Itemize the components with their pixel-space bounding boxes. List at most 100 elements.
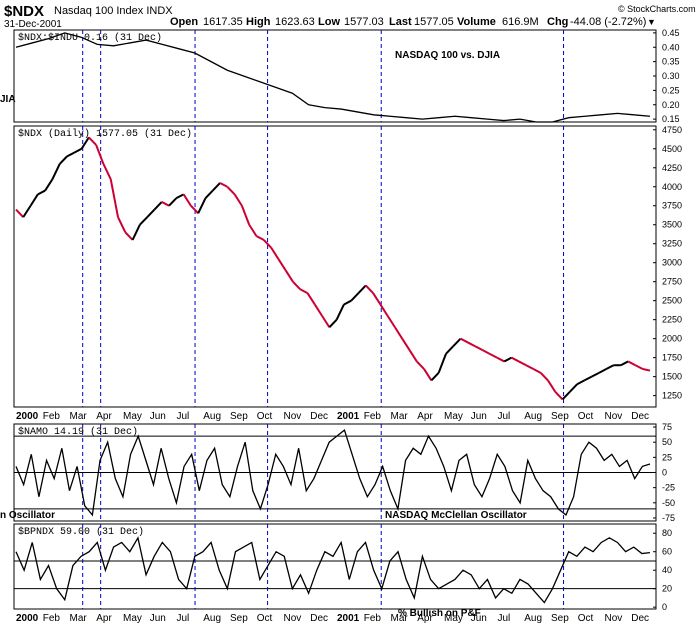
ratio-ytick-label: 0.15 [662, 114, 680, 124]
price-segment [583, 375, 593, 382]
bpndx-xtick-label: Aug [203, 613, 221, 624]
price-segment [29, 193, 39, 207]
price-ytick-label: 3500 [662, 220, 682, 230]
price-segment [634, 364, 644, 370]
price-segment [248, 224, 258, 237]
price-ytick-label: 2250 [662, 315, 682, 325]
price-segment [554, 391, 564, 401]
price-segment [51, 163, 61, 180]
price-segment [284, 269, 294, 283]
price-segment [44, 178, 54, 192]
price-segment [591, 371, 600, 378]
price-panel: 4750 4500 4250 4000 3750 3500 3250 3000 2750 2500… [13, 125, 682, 422]
price-segment [496, 356, 505, 363]
price-segment [386, 315, 396, 328]
price-segment [518, 360, 527, 367]
bpndx-xtick-label: Mar [391, 613, 409, 624]
price-segment [489, 352, 498, 359]
price-segment [270, 246, 280, 260]
price-xtick-label: 2001 [337, 411, 360, 422]
namo-legend: $NAMO 14.19 (31 Dec) [18, 426, 138, 438]
namo-panel: 75 50 25 0 -25 -50 -75 $NAMO 14.19 (31 Dec) NASD… [0, 422, 675, 523]
price-segment [190, 205, 199, 215]
price-segment [350, 292, 360, 302]
price-segment [547, 379, 557, 393]
ratio-panel: 0.45 0.40 0.35 0.30 0.25 0.20 0.15 $NDX:$INDU 0… [0, 28, 680, 124]
chg-value: -44.08 (-2.72%) [570, 16, 646, 28]
bpndx-ytick-label: 60 [662, 547, 672, 557]
price-xtick-label: Jun [471, 411, 487, 422]
price-xtick-label: May [123, 411, 142, 422]
price-xtick-label: Mar [70, 411, 88, 422]
price-segment [219, 182, 228, 188]
bpndx-xtick-label: Dec [310, 613, 328, 624]
price-segment [212, 182, 221, 192]
price-segment [503, 356, 513, 363]
namo-ytick-label: -75 [662, 513, 675, 523]
price-segment [226, 186, 236, 196]
price-ytick-label: 3750 [662, 201, 682, 211]
price-segment [139, 216, 148, 226]
price-segment [408, 349, 418, 362]
price-segment [146, 208, 156, 218]
chg-down-icon: ▼ [647, 17, 656, 27]
price-segment [474, 345, 483, 351]
ratio-annotation: NASDAQ 100 vs. DJIA [395, 50, 500, 61]
price-segment [117, 216, 127, 233]
price-segment [256, 235, 265, 241]
ratio-series-line [15, 32, 651, 123]
price-ytick-label: 2750 [662, 277, 682, 287]
bpndx-xtick-label: Oct [578, 613, 594, 624]
date: 31-Dec-2001 [4, 19, 62, 30]
bpndx-ytick-label: 80 [662, 528, 672, 538]
bpndx-xtick-label: Nov [605, 613, 623, 624]
bpndx-xtick-label: Feb [43, 613, 61, 624]
namo-ytick-label: 0 [662, 468, 667, 478]
price-segment [313, 303, 323, 317]
price-xtick-label: Feb [43, 411, 61, 422]
price-xtick-label: Oct [578, 411, 594, 422]
price-segment [88, 136, 97, 146]
price-xtick-label: Sep [230, 411, 248, 422]
price-segment [328, 318, 338, 328]
price-ytick-label: 2000 [662, 334, 682, 344]
price-ytick-label: 4500 [662, 144, 682, 154]
price-segment [605, 364, 615, 370]
price-segment [467, 341, 476, 348]
price-xtick-label: Dec [310, 411, 328, 422]
watermark: © StockCharts.com [618, 4, 696, 14]
bpndx-xtick-label: Jul [498, 613, 511, 624]
symbol: $NDX [4, 3, 44, 20]
namo-annotation: NASDAQ McClellan Oscillator [385, 510, 527, 521]
price-segment [233, 193, 243, 207]
low-value: 1577.03 [344, 16, 384, 28]
price-segment [394, 326, 404, 340]
price-segment [430, 372, 440, 382]
bpndx-xtick-label: May [123, 613, 142, 624]
bpndx-xtick-label: 2001 [337, 613, 360, 624]
price-segment [423, 368, 433, 381]
price-segment [306, 292, 316, 306]
price-segment [620, 360, 629, 367]
price-segment [80, 136, 90, 150]
price-segment [539, 372, 549, 382]
price-segment [598, 368, 607, 374]
price-xtick-label: Oct [257, 411, 273, 422]
bpndx-xtick-label: Jul [177, 613, 190, 624]
price-xtick-label: Nov [605, 411, 623, 422]
price-legend: $NDX (Daily) 1577.05 (31 Dec) [18, 128, 192, 140]
chg-label: Chg [547, 16, 568, 28]
bpndx-xtick-label: Mar [70, 613, 88, 624]
index-name: Nasdaq 100 Index INDX [54, 5, 173, 17]
price-segment [335, 304, 345, 321]
price-segment [73, 147, 83, 154]
price-segment [153, 201, 163, 211]
price-segment [124, 231, 134, 241]
ratio-ytick-label: 0.40 [662, 42, 680, 52]
price-segment [240, 205, 251, 226]
price-segment [642, 368, 651, 372]
price-segment [460, 337, 469, 344]
price-xtick-label: Apr [96, 411, 112, 422]
price-segment [161, 201, 170, 207]
